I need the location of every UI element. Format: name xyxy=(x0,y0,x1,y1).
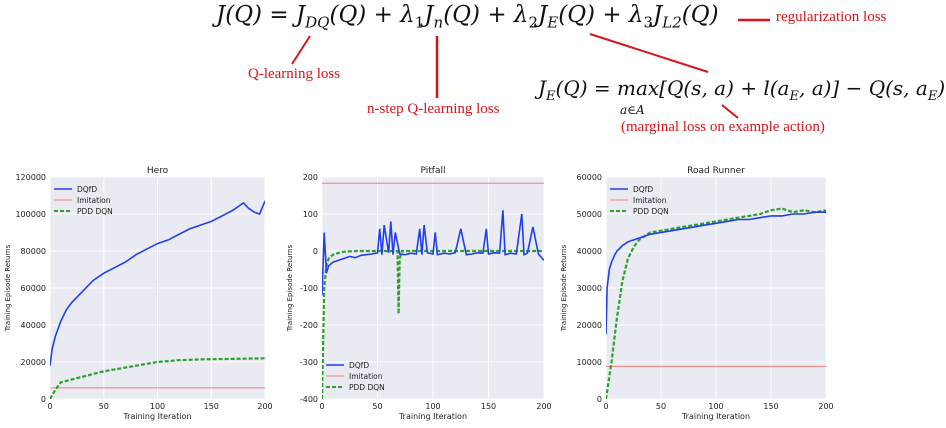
y-tick-label: 0 xyxy=(597,395,602,404)
y-tick-label: 0 xyxy=(41,395,46,404)
legend-label: Imitation xyxy=(349,372,383,381)
marginal-pointer xyxy=(721,104,739,119)
eq-sub-e: E xyxy=(547,13,559,32)
eq-term: J xyxy=(538,76,547,100)
x-tick-label: 50 xyxy=(656,402,666,411)
x-tick-label: 100 xyxy=(425,402,440,411)
marginal-annotation: (marginal loss on example action) xyxy=(621,119,825,135)
regularization-annotation: regularization loss xyxy=(776,9,887,25)
road-runner-chart: 0 10000 20000 30000 40000 50000 60000 0 50 100 150… xyxy=(560,160,840,428)
x-tick-label: 50 xyxy=(372,402,382,411)
legend-label: Imitation xyxy=(77,196,111,205)
x-tick-label: 200 xyxy=(257,402,272,411)
eq-sub-1: 1 xyxy=(414,13,425,32)
y-tick-label: 120000 xyxy=(15,173,46,182)
x-tick-label: 200 xyxy=(818,402,833,411)
y-tick-label: 20000 xyxy=(21,358,46,367)
pdd-dqn-line xyxy=(50,357,265,399)
y-tick-label: -400 xyxy=(300,395,318,404)
chart-title: Road Runner xyxy=(687,166,745,176)
eq-sub-e: E xyxy=(789,89,799,104)
y-tick-label: 40000 xyxy=(577,247,602,256)
eq-sub-e: E xyxy=(546,89,556,104)
eq-term: ) xyxy=(937,76,946,100)
max-subscript: a∈A xyxy=(620,103,645,117)
legend-label: DQfD xyxy=(349,361,369,370)
x-tick-label: 50 xyxy=(99,402,109,411)
eq-sub-n: n xyxy=(433,13,444,32)
x-tick-label: 100 xyxy=(708,402,723,411)
eq-term: , a)] − Q(s, a xyxy=(798,76,928,100)
hero-chart-svg: 0 20000 40000 60000 80000 100000 120000 0 50 100 1… xyxy=(4,166,273,421)
x-axis-label: Training Iteration xyxy=(122,412,191,421)
eq-sub-e: E xyxy=(927,89,938,104)
eq-term: J xyxy=(653,2,663,28)
eq-term: (Q) + λ xyxy=(329,2,415,28)
dqfd-line xyxy=(50,200,265,366)
eq-lhs: J(Q) = J xyxy=(216,2,306,28)
y-tick-label: -100 xyxy=(300,284,318,293)
y-axis-label: Training Episode Returns xyxy=(560,244,568,332)
y-axis-label: Training Episode Returns xyxy=(286,244,294,332)
legend-label: PDD DQN xyxy=(633,207,669,216)
y-tick-label: 20000 xyxy=(577,321,602,330)
x-tick-label: 150 xyxy=(204,402,219,411)
eq-sub-dq: DQ xyxy=(305,13,330,32)
x-tick-label: 0 xyxy=(319,402,324,411)
y-tick-label: 60000 xyxy=(577,173,602,182)
eq-term: (Q) + λ xyxy=(558,2,644,28)
road-runner-chart-svg: 0 10000 20000 30000 40000 50000 60000 0 50 100 150… xyxy=(560,166,834,421)
chart-title: Pitfall xyxy=(421,166,446,176)
x-tick-label: 100 xyxy=(150,402,165,411)
pdd-dqn-line xyxy=(322,249,544,399)
pitfall-chart: -400 -300 -200 -100 0 100 200 0 50 100 150 200 Pitfa… xyxy=(280,160,560,428)
y-tick-label: 40000 xyxy=(21,321,46,330)
dqfd-line xyxy=(322,210,544,296)
y-tick-label: 100000 xyxy=(15,210,46,219)
eq-sub-3: 3 xyxy=(643,13,654,32)
legend-label: PDD DQN xyxy=(77,207,113,216)
eq-sub-l2: L2 xyxy=(662,13,682,32)
hero-chart: 0 20000 40000 60000 80000 100000 120000 0 50 100 1… xyxy=(0,160,280,428)
q-learning-annotation: Q-learning loss xyxy=(248,66,341,82)
legend-label: DQfD xyxy=(77,185,97,194)
x-tick-label: 200 xyxy=(536,402,551,411)
y-tick-label: -200 xyxy=(300,321,318,330)
x-tick-label: 150 xyxy=(763,402,778,411)
y-tick-label: 60000 xyxy=(21,284,46,293)
y-tick-label: 0 xyxy=(313,247,318,256)
eq-sub-2: 2 xyxy=(528,13,539,32)
je-pointer xyxy=(589,33,709,73)
eq-term: (Q) xyxy=(681,2,719,28)
legend-label: Imitation xyxy=(633,196,667,205)
chart-title: Hero xyxy=(147,166,169,176)
x-tick-label: 150 xyxy=(481,402,496,411)
legend-label: DQfD xyxy=(633,185,653,194)
eq-term: (Q) + λ xyxy=(443,2,529,28)
y-tick-label: 100 xyxy=(303,210,318,219)
legend-label: PDD DQN xyxy=(349,383,385,392)
margin-equation: JE(Q) = max[Q(s, a) + l(aE, a)] − Q(s, a… xyxy=(538,76,945,104)
n-step-annotation: n-step Q-learning loss xyxy=(367,101,500,117)
x-tick-label: 0 xyxy=(47,402,52,411)
dqfd-line xyxy=(606,211,826,335)
eq-term: (Q) = max[Q(s, a) + l(a xyxy=(555,76,790,100)
x-axis-label: Training Iteration xyxy=(681,412,750,421)
eq-term: J xyxy=(424,2,434,28)
y-axis-label: Training Episode Returns xyxy=(4,244,12,332)
q-learning-pointer xyxy=(291,35,311,65)
y-tick-label: 10000 xyxy=(577,358,602,367)
y-tick-label: 30000 xyxy=(577,284,602,293)
x-axis-label: Training Iteration xyxy=(398,412,467,421)
y-tick-label: -300 xyxy=(300,358,318,367)
pitfall-chart-svg: -400 -300 -200 -100 0 100 200 0 50 100 150 200 Pitfa… xyxy=(286,166,552,421)
y-tick-label: 200 xyxy=(303,173,318,182)
x-tick-label: 0 xyxy=(603,402,608,411)
y-tick-label: 50000 xyxy=(577,210,602,219)
objective-equation: J(Q) = JDQ(Q) + λ1Jn(Q) + λ2JE(Q) + λ3JL… xyxy=(216,2,719,32)
eq-term: J xyxy=(538,2,548,28)
y-tick-label: 80000 xyxy=(21,247,46,256)
